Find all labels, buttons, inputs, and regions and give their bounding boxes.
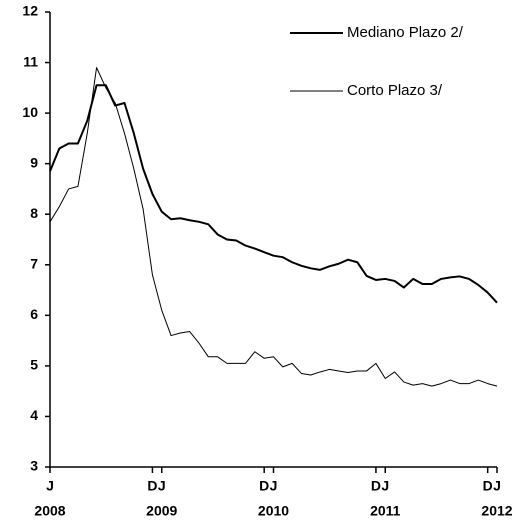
x-year-label: 2009 — [146, 503, 177, 519]
x-year-label: 2011 — [370, 503, 401, 519]
y-tick-label: 3 — [30, 458, 38, 474]
y-tick-label: 12 — [22, 3, 38, 19]
x-tick-label: J — [493, 478, 501, 494]
y-tick-label: 8 — [30, 205, 38, 221]
x-tick-label: J — [270, 478, 278, 494]
y-tick-label: 9 — [30, 154, 38, 170]
y-tick-label: 4 — [30, 407, 38, 423]
series-line — [49, 67, 498, 387]
x-tick-label: D — [259, 478, 269, 494]
x-tick-label: J — [381, 478, 389, 494]
y-tick-label: 10 — [22, 104, 38, 120]
x-year-label: 2010 — [258, 503, 289, 519]
x-tick-label: D — [371, 478, 381, 494]
y-tick-label: 6 — [30, 306, 38, 322]
x-tick-label: D — [483, 478, 493, 494]
series-line — [49, 84, 498, 304]
legend: Mediano Plazo 2/Corto Plazo 3/ — [290, 24, 464, 99]
y-tick-label: 5 — [30, 357, 38, 373]
legend-label: Mediano Plazo 2/ — [347, 24, 464, 41]
y-tick-label: 7 — [30, 255, 38, 271]
legend-label: Corto Plazo 3/ — [347, 82, 443, 99]
x-tick-label: J — [158, 478, 166, 494]
x-tick-label: D — [147, 478, 157, 494]
y-tick-label: 11 — [23, 53, 38, 69]
x-tick-label: J — [46, 478, 54, 494]
x-year-label: 2012 — [481, 503, 512, 519]
x-year-label: 2008 — [34, 503, 65, 519]
